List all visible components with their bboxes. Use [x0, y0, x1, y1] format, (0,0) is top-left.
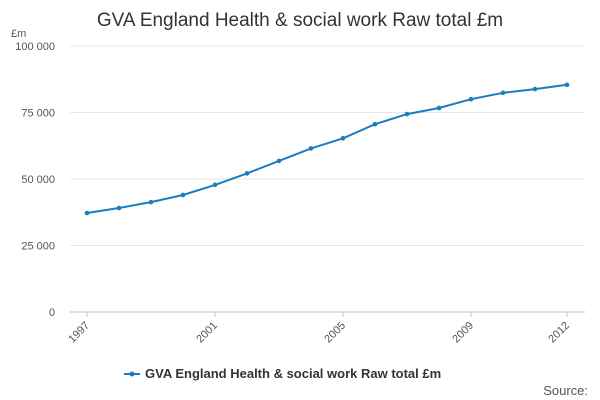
data-point: [532, 86, 538, 92]
data-point: [404, 111, 410, 117]
legend-point-marker: [129, 371, 135, 377]
data-point: [340, 136, 346, 141]
x-tick-label: 2001: [194, 320, 220, 346]
data-point: [212, 182, 218, 188]
data-point: [372, 121, 378, 127]
data-point: [564, 82, 570, 88]
source-label: Source:: [543, 383, 588, 398]
y-axis-ticks: 0 25 000 50 000 75 000 100 000: [15, 41, 55, 319]
y-tick-label: 50 000: [21, 174, 55, 186]
x-tick-label: 2009: [450, 320, 476, 346]
series-layer: [84, 82, 570, 216]
data-point: [436, 105, 442, 111]
data-point: [180, 192, 186, 198]
series-line: [86, 83, 568, 214]
data-point: [116, 205, 122, 211]
y-tick-label: 0: [49, 307, 55, 319]
gridlines: [70, 45, 585, 246]
data-point: [148, 199, 154, 205]
data-point: [276, 158, 282, 164]
data-point: [468, 96, 474, 102]
x-axis-ticks: 1997 2001 2005 2009 2012: [66, 312, 572, 345]
x-tick-label: 1997: [66, 320, 92, 346]
data-point: [84, 210, 90, 216]
x-tick-label: 2012: [546, 320, 572, 346]
x-tick-label: 2005: [322, 320, 348, 346]
data-point: [244, 171, 250, 176]
legend: GVA England Health & social work Raw tot…: [124, 366, 441, 381]
data-point: [308, 146, 314, 151]
chart-title: GVA England Health & social work Raw tot…: [97, 10, 503, 31]
y-tick-label: 75 000: [21, 108, 55, 120]
y-axis-unit-label: £m: [11, 28, 26, 40]
legend-series-label: GVA England Health & social work Raw tot…: [145, 366, 441, 381]
data-point: [500, 90, 506, 96]
y-tick-label: 100 000: [15, 41, 55, 53]
y-tick-label: 25 000: [21, 241, 55, 253]
